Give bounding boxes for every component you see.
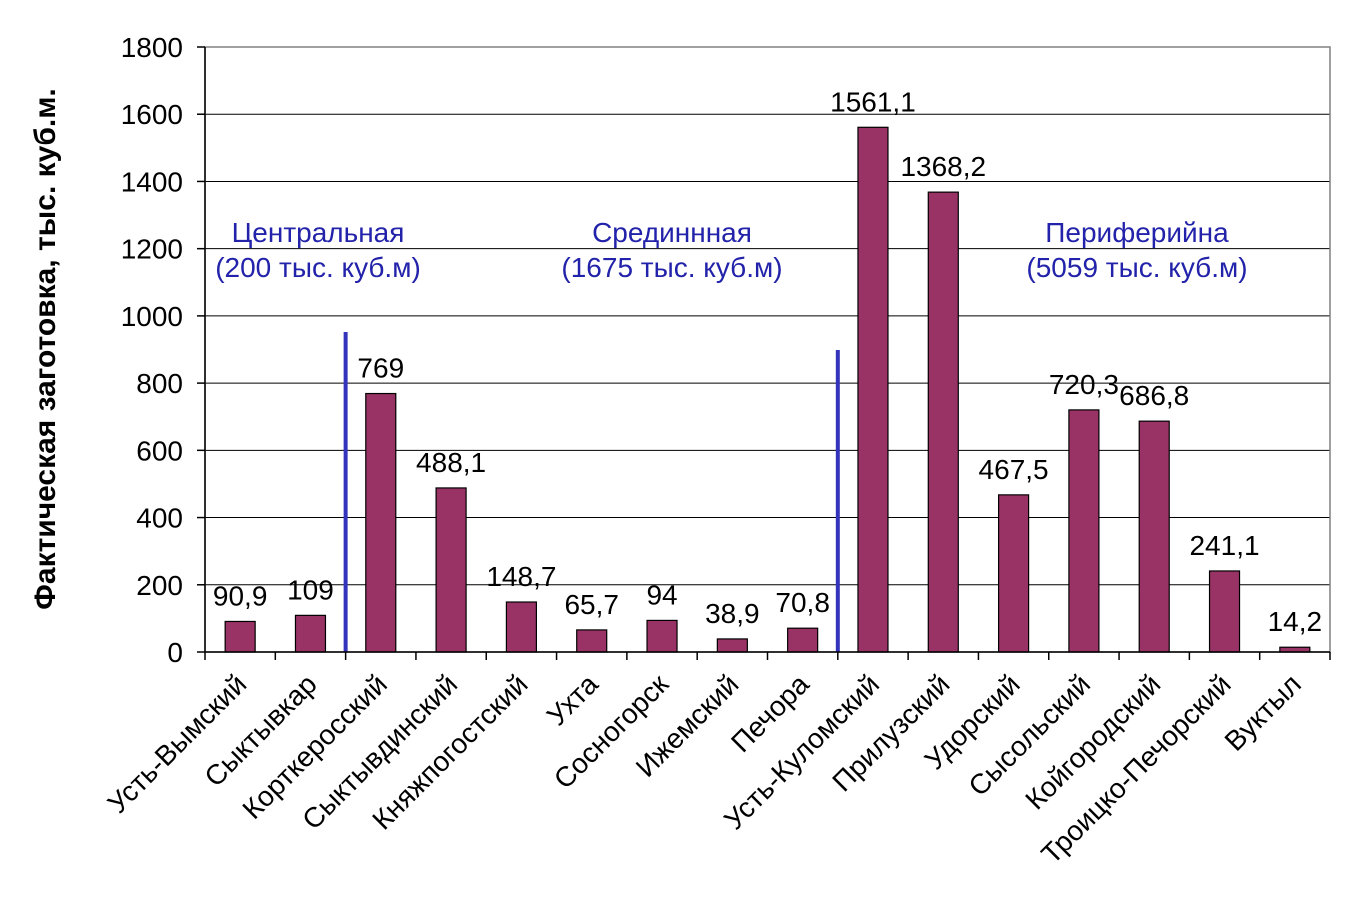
data-label: 65,7	[564, 589, 619, 620]
data-label: 1368,2	[900, 151, 986, 182]
x-tick-label: Вуктыл	[1219, 668, 1308, 757]
bar	[646, 619, 678, 653]
y-tick-labels: 0 200 400 600 800 1000 1200 1400 1600 1800	[121, 32, 205, 668]
data-label: 720,3	[1049, 369, 1119, 400]
bar	[435, 487, 467, 653]
bar	[1068, 409, 1100, 653]
bar	[927, 191, 959, 653]
y-tick-label: 1600	[121, 99, 183, 130]
bar	[787, 627, 819, 653]
bar	[224, 620, 256, 653]
zone-total: (200 тыс. куб.м)	[215, 252, 421, 283]
bar	[716, 638, 748, 653]
zone-name: Периферийна	[1045, 217, 1229, 248]
zone-total: (5059 тыс. куб.м)	[1026, 252, 1247, 283]
y-axis-title: Фактическая заготовка, тыс. куб.м.	[29, 88, 62, 609]
data-label: 467,5	[979, 454, 1049, 485]
y-tick-label: 1400	[121, 166, 183, 197]
data-labels: 90,9 109 769 488,1 148,7 65,7 94 38,9 70,8 1561,1…	[213, 86, 1322, 637]
data-label: 14,2	[1268, 606, 1323, 637]
zone-name: Срединнная	[592, 217, 752, 248]
data-label: 148,7	[486, 561, 556, 592]
y-tick-label: 600	[136, 435, 183, 466]
data-label: 90,9	[213, 580, 268, 611]
bar	[1138, 420, 1170, 653]
y-tick-label: 200	[136, 570, 183, 601]
data-label: 488,1	[416, 447, 486, 478]
data-label: 109	[287, 574, 334, 605]
data-label: 769	[357, 353, 404, 384]
data-label: 70,8	[775, 587, 830, 618]
x-tick-label: Ухта	[541, 668, 604, 731]
zone-total: (1675 тыс. куб.м)	[561, 252, 782, 283]
bar	[576, 629, 608, 653]
bar	[294, 614, 327, 653]
zone-annotations: Центральная (200 тыс. куб.м) Срединнная (16…	[215, 217, 1247, 283]
bars	[224, 126, 1311, 653]
bar	[997, 494, 1030, 653]
data-label: 38,9	[705, 598, 760, 629]
data-label: 1561,1	[830, 86, 916, 117]
data-label: 686,8	[1119, 380, 1189, 411]
y-tick-label: 1200	[121, 234, 183, 265]
y-tick-label: 800	[136, 368, 183, 399]
bar	[505, 601, 538, 653]
axes	[204, 47, 1331, 660]
bar	[365, 392, 397, 653]
x-tick-labels: Усть-ВымскийСыктывкарКорткеросскийСыктыв…	[102, 668, 1307, 870]
y-tick-label: 400	[136, 503, 183, 534]
y-tick-label: 1000	[121, 301, 183, 332]
data-label: 94	[646, 579, 677, 610]
zone-dividers	[343, 332, 840, 652]
data-label: 241,1	[1189, 530, 1259, 561]
bar	[1208, 570, 1241, 653]
zone-name: Центральная	[232, 217, 405, 248]
y-tick-label: 0	[167, 637, 183, 668]
bar	[857, 126, 889, 653]
y-tick-label: 1800	[121, 32, 183, 63]
